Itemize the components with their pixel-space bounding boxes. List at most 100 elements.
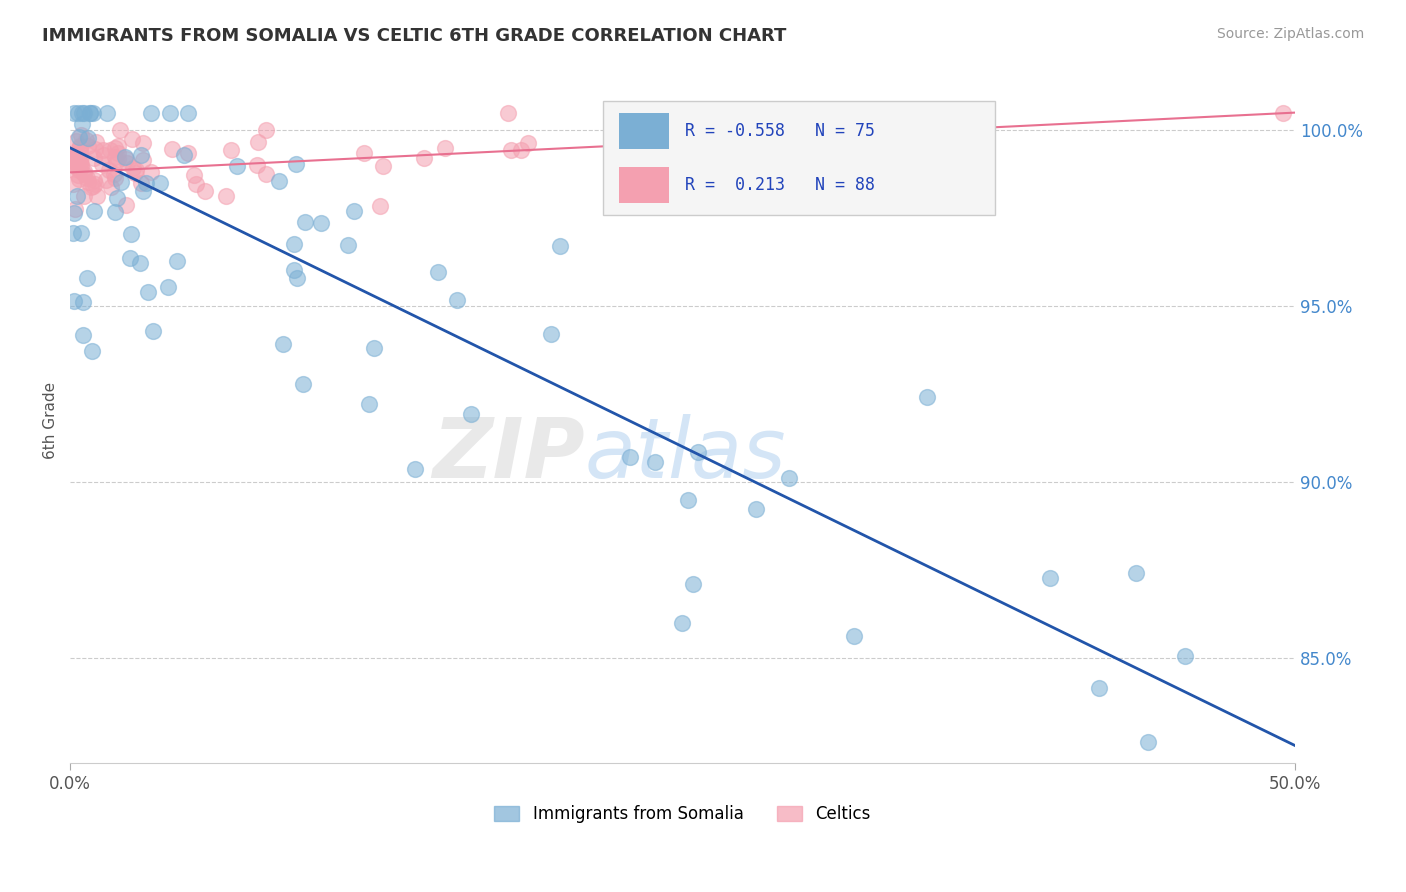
Point [66, 189, 89, 203]
Point [1137, 735, 1160, 749]
Y-axis label: 6th Grade: 6th Grade [44, 382, 58, 458]
Point [120, 252, 142, 266]
Point [104, 141, 127, 155]
Point [131, 153, 153, 167]
Point [62, 178, 84, 192]
Point [103, 167, 125, 181]
Point [254, 123, 277, 137]
Point [173, 148, 195, 162]
Point [125, 162, 148, 177]
Point [100, 180, 122, 194]
Point [69, 128, 91, 143]
Point [73, 167, 96, 181]
Point [105, 191, 128, 205]
Point [517, 136, 540, 151]
Point [67, 105, 90, 120]
Point [108, 123, 131, 137]
Point [115, 198, 138, 212]
Point [75, 133, 97, 147]
Point [219, 143, 242, 157]
Point [73, 163, 96, 178]
Point [135, 177, 157, 191]
Point [194, 184, 217, 198]
Point [104, 150, 127, 164]
Point [98, 143, 121, 157]
Point [65, 134, 87, 148]
Point [124, 166, 146, 180]
Point [62, 226, 84, 240]
Text: IMMIGRANTS FROM SOMALIA VS CELTIC 6TH GRADE CORRELATION CHART: IMMIGRANTS FROM SOMALIA VS CELTIC 6TH GR… [42, 27, 786, 45]
Point [644, 455, 666, 469]
Point [67, 162, 90, 177]
Point [69, 160, 91, 174]
Point [69, 143, 91, 157]
Text: Source: ZipAtlas.com: Source: ZipAtlas.com [1216, 27, 1364, 41]
Point [84, 136, 107, 150]
Point [917, 390, 939, 404]
Point [91, 144, 114, 158]
Point [67, 172, 90, 186]
Point [82, 343, 104, 358]
Point [63, 293, 86, 308]
Point [183, 168, 205, 182]
Point [70, 150, 93, 164]
Point [357, 397, 380, 411]
Point [83, 142, 105, 156]
Point [72, 327, 94, 342]
Point [548, 239, 571, 253]
Point [66, 169, 89, 183]
Point [121, 132, 143, 146]
Point [184, 177, 207, 191]
Point [283, 263, 305, 277]
Point [294, 215, 316, 229]
Point [80, 180, 103, 194]
Point [247, 135, 270, 149]
Point [77, 139, 100, 153]
Point [267, 174, 290, 188]
Point [671, 616, 693, 631]
Point [370, 199, 392, 213]
Point [63, 105, 86, 120]
Point [90, 157, 112, 171]
Point [778, 471, 800, 485]
Point [82, 179, 104, 194]
Point [745, 502, 768, 516]
Point [132, 136, 155, 151]
Point [107, 152, 129, 166]
Point [94, 172, 117, 186]
Point [96, 105, 118, 120]
Point [215, 189, 238, 203]
Point [62, 158, 84, 172]
Point [72, 105, 94, 120]
Point [67, 129, 90, 144]
Point [139, 105, 162, 120]
Point [69, 226, 91, 240]
Point [120, 227, 142, 241]
Point [225, 160, 247, 174]
Point [842, 629, 865, 643]
Point [105, 155, 128, 169]
Point [115, 152, 138, 166]
Legend: Immigrants from Somalia, Celtics: Immigrants from Somalia, Celtics [495, 805, 870, 823]
Point [1271, 105, 1294, 120]
Point [404, 462, 426, 476]
Point [336, 237, 359, 252]
Point [678, 493, 700, 508]
Point [1088, 681, 1111, 696]
Point [104, 170, 127, 185]
Point [83, 203, 105, 218]
Point [156, 280, 179, 294]
Point [66, 150, 89, 164]
Point [77, 130, 100, 145]
Point [69, 139, 91, 153]
Point [129, 255, 152, 269]
Point [496, 105, 519, 120]
Point [77, 175, 100, 189]
Point [76, 270, 98, 285]
Point [110, 175, 132, 189]
Point [70, 157, 93, 171]
Point [83, 151, 105, 165]
Point [149, 176, 172, 190]
Point [73, 189, 96, 203]
Point [434, 141, 457, 155]
